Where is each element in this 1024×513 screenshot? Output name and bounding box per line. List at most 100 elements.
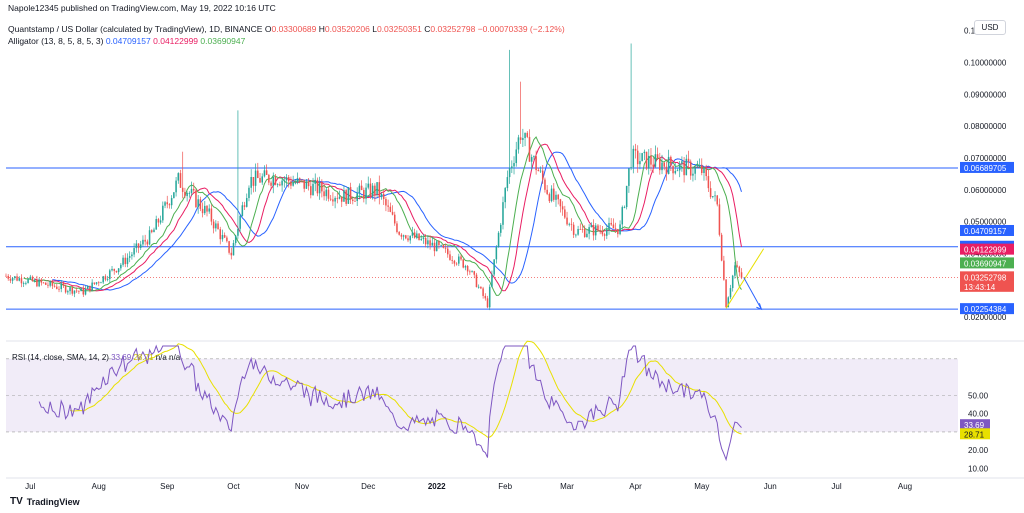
candle-body	[670, 156, 672, 166]
candle-body	[226, 237, 228, 242]
candle-body	[475, 274, 478, 288]
candle-body	[283, 180, 286, 182]
candle-body	[438, 241, 440, 246]
candle-body	[650, 155, 652, 165]
candle-body	[272, 176, 275, 186]
candle-body	[294, 182, 297, 184]
candle-body	[707, 176, 710, 189]
candle-body	[641, 153, 643, 162]
rsi-label: RSI (14, close, SMA, 14, 2)	[12, 353, 109, 362]
rsi-value-label-box	[960, 419, 990, 431]
candle-body	[212, 221, 215, 229]
candle-body	[586, 233, 588, 238]
candle-body	[352, 199, 354, 201]
candle-body	[166, 202, 169, 205]
candle-body	[159, 220, 162, 223]
candle-body	[497, 232, 500, 247]
candle-body	[592, 225, 595, 236]
symbol-title: Quantstamp / US Dollar (calculated by Tr…	[8, 24, 263, 34]
currency-button[interactable]: USD	[974, 20, 1006, 35]
candle-body	[442, 244, 445, 248]
candle-body	[444, 247, 447, 249]
candle-body	[513, 163, 515, 167]
candle-body	[221, 235, 224, 240]
candle-body	[334, 197, 336, 202]
candle-body	[614, 228, 617, 230]
y-tick-label: 0.06000000	[964, 186, 1007, 195]
candle-body	[252, 176, 255, 186]
tradingview-brand[interactable]: TV TradingView	[10, 496, 80, 507]
candle-body	[358, 185, 361, 193]
candle-body	[506, 177, 509, 189]
candle-body	[86, 285, 89, 289]
rsi-y-tick-label: 50.00	[968, 391, 989, 400]
candle-body	[515, 149, 518, 164]
candle-body	[303, 179, 305, 189]
candle-body	[14, 276, 16, 279]
candle-body	[243, 205, 246, 207]
candle-body	[287, 177, 290, 182]
candle-body	[672, 165, 674, 174]
candle-body	[723, 260, 725, 280]
candle-body	[484, 295, 487, 299]
candle-body	[446, 248, 449, 255]
candle-body	[27, 279, 29, 283]
candle-body	[418, 233, 420, 240]
candle-body	[290, 181, 292, 186]
candle-body	[429, 240, 431, 246]
price-label-text: 0.04122999	[964, 246, 1007, 255]
candle-body	[111, 268, 113, 271]
candle-body	[469, 271, 471, 273]
alligator-label: Alligator (13, 8, 5, 8, 5, 3)	[8, 36, 104, 46]
candle-body	[689, 161, 692, 176]
candle-body	[504, 188, 506, 203]
candle-body	[389, 206, 392, 212]
candle-body	[550, 188, 553, 202]
candle-body	[455, 263, 458, 265]
candle-body	[97, 282, 100, 284]
candle-body	[363, 190, 365, 199]
candle-body	[734, 265, 736, 276]
candle-body	[725, 279, 727, 308]
close-label: C	[424, 24, 431, 34]
candle-body	[354, 200, 356, 202]
candle-body	[661, 162, 663, 171]
price-label-text: 0.03252798	[964, 273, 1007, 282]
candle-body	[276, 184, 279, 186]
candle-body	[557, 194, 559, 200]
price-label-box	[960, 303, 1014, 315]
candle-body	[93, 282, 96, 284]
candle-body	[173, 192, 175, 199]
candle-body	[681, 161, 683, 164]
price-label-box	[960, 271, 1014, 283]
candle-body	[740, 272, 743, 278]
high-value: 0.03520206	[324, 24, 370, 34]
candle-body	[716, 195, 719, 205]
candle-body	[316, 179, 319, 194]
candle-body	[146, 241, 149, 245]
candle-body	[69, 287, 71, 292]
candle-body	[502, 202, 504, 225]
candle-body	[274, 176, 277, 185]
candle-body	[433, 242, 436, 252]
candle-body	[343, 190, 345, 202]
candle-body	[181, 187, 184, 192]
candle-body	[665, 166, 668, 174]
candle-body	[36, 279, 38, 287]
candle-body	[338, 196, 341, 199]
price-label-box	[960, 280, 1014, 292]
candle-body	[29, 276, 32, 280]
candle-body	[466, 265, 469, 272]
candle-body	[128, 256, 131, 258]
x-tick-label: Feb	[498, 482, 512, 491]
price-label-text: 0.03690947	[964, 259, 1007, 268]
alligator-teeth-value: 0.04122999	[153, 36, 199, 46]
candle-body	[645, 151, 648, 169]
candle-body	[694, 167, 696, 174]
rsi-value: 33.69	[111, 353, 132, 362]
candle-body	[522, 138, 524, 140]
candle-body	[250, 176, 252, 188]
candle-body	[115, 270, 118, 273]
candle-body	[179, 173, 182, 188]
